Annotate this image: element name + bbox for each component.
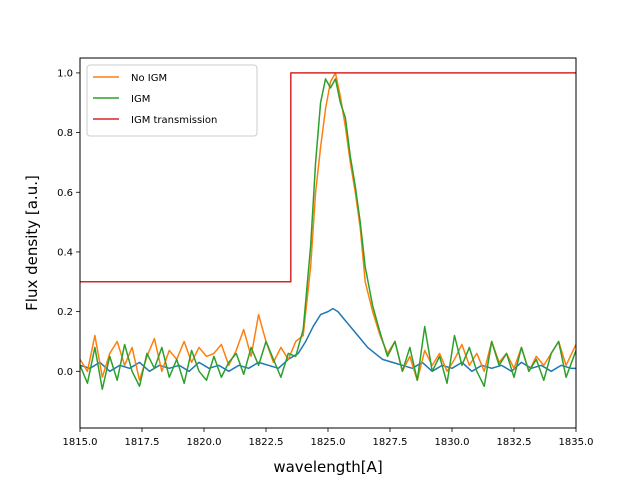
y-tick-label: 1.0 xyxy=(57,68,73,79)
y-tick-label: 0.0 xyxy=(57,367,73,378)
x-tick-label: 1822.5 xyxy=(249,437,284,448)
legend-box xyxy=(86,64,258,137)
x-tick-label: 1827.5 xyxy=(373,437,408,448)
series-line-igm-transmission xyxy=(80,72,576,283)
x-tick-label: 1815.0 xyxy=(63,437,98,448)
y-tick-label: 0.2 xyxy=(57,307,73,318)
series-line-no-igm xyxy=(80,72,576,382)
x-tick-label: 1825.0 xyxy=(311,437,346,448)
y-tick-label: 0.8 xyxy=(57,128,73,139)
legend-label-igm-transmission: IGM transmission xyxy=(131,115,217,126)
axis-ticks: 1815.0 1817.5 1820.0 1822.5 1825.0 1827.5 1830… xyxy=(57,68,593,448)
legend-label-igm: IGM xyxy=(131,94,150,105)
x-axis-label: wavelength[A] xyxy=(273,458,382,476)
series-line-igm xyxy=(80,78,576,390)
legend: No IGM IGM IGM transmission xyxy=(86,64,258,137)
x-tick-label: 1835.0 xyxy=(559,437,594,448)
plot-area xyxy=(80,72,576,390)
y-axis-label: Flux density [a.u.] xyxy=(23,175,41,311)
y-tick-label: 0.6 xyxy=(57,188,73,199)
series-line-unlabeled-0 xyxy=(80,307,576,373)
x-tick-label: 1817.5 xyxy=(125,437,160,448)
x-tick-label: 1820.0 xyxy=(187,437,222,448)
x-tick-label: 1832.5 xyxy=(497,437,532,448)
x-tick-label: 1830.0 xyxy=(435,437,470,448)
legend-label-no-igm: No IGM xyxy=(131,73,167,84)
y-tick-label: 0.4 xyxy=(57,247,73,258)
